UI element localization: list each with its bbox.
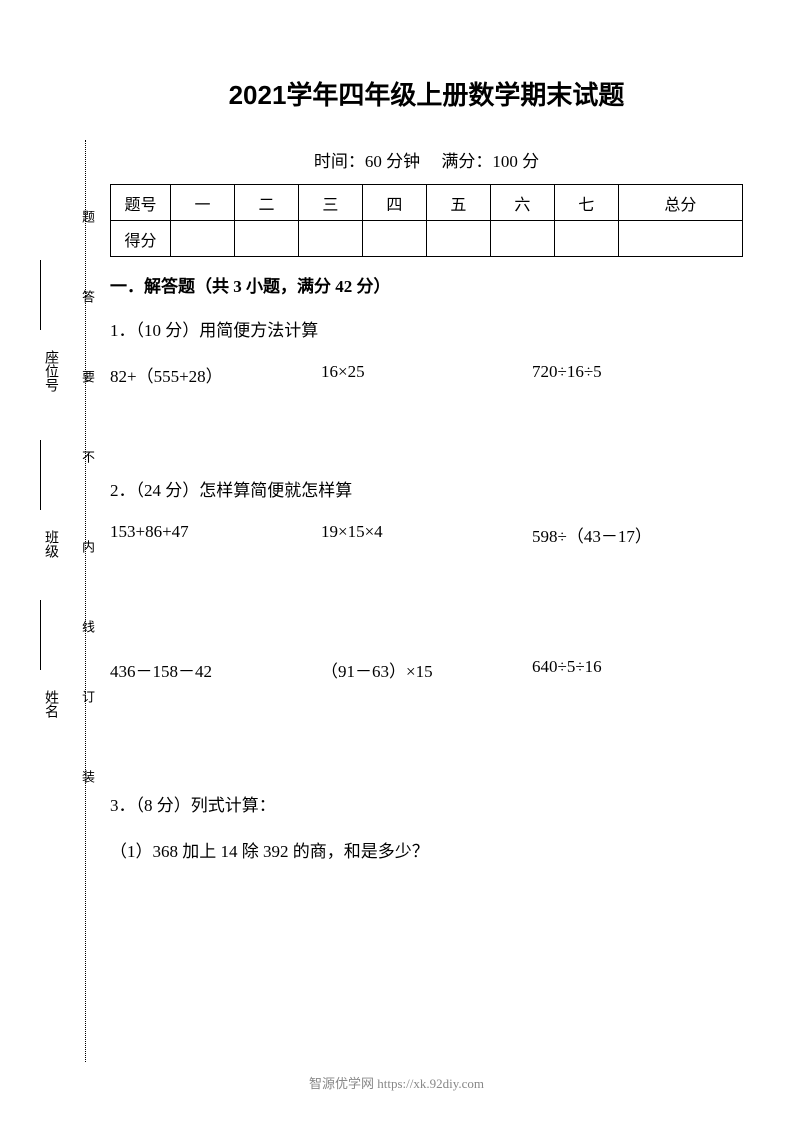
subtitle: 时间：60 分钟 满分：100 分 — [110, 147, 743, 172]
equation: 153+86+47 — [110, 522, 321, 547]
table-cell[interactable] — [426, 221, 490, 257]
dotted-char: 装 — [78, 770, 97, 783]
section-title: 一．解答题（共 3 小题，满分 42 分） — [110, 272, 743, 297]
table-header: 总分 — [618, 185, 742, 221]
equation-row: 153+86+47 19×15×4 598÷（43－17） — [110, 522, 743, 547]
dotted-char: 答 — [78, 290, 97, 303]
table-header: 六 — [490, 185, 554, 221]
equation-row: 436－158－42 （91－63）×15 640÷5÷16 — [110, 657, 743, 682]
dotted-char: 内 — [78, 540, 97, 553]
equation: 19×15×4 — [321, 522, 532, 547]
footer-text: 智源优学网 https://xk.92diy.com — [0, 1073, 793, 1092]
equation: 436－158－42 — [110, 657, 321, 682]
question-prompt: 3．（8 分）列式计算： — [110, 792, 743, 819]
time-info: 时间：60 分钟 — [314, 152, 420, 171]
binding-margin: 姓名 班级 座位号 — [30, 140, 90, 1062]
table-cell[interactable] — [362, 221, 426, 257]
question-prompt: 2．（24 分）怎样算简便就怎样算 — [110, 477, 743, 504]
table-cell[interactable] — [171, 221, 235, 257]
margin-underline — [40, 600, 41, 670]
question-prompt: 1．（10 分）用简便方法计算 — [110, 317, 743, 344]
table-cell[interactable] — [234, 221, 298, 257]
dotted-char: 题 — [78, 210, 97, 223]
main-content: 2021学年四年级上册数学期末试题 时间：60 分钟 满分：100 分 题号 一… — [110, 75, 743, 883]
margin-label-class: 班级 — [40, 530, 60, 558]
table-header: 三 — [298, 185, 362, 221]
table-header: 四 — [362, 185, 426, 221]
equation-row: 82+（555+28） 16×25 720÷16÷5 — [110, 362, 743, 387]
table-header: 一 — [171, 185, 235, 221]
table-cell[interactable] — [618, 221, 742, 257]
table-row: 得分 — [111, 221, 743, 257]
equation: 598÷（43－17） — [532, 522, 743, 547]
score-table: 题号 一 二 三 四 五 六 七 总分 得分 — [110, 184, 743, 257]
margin-label-seat: 座位号 — [40, 350, 60, 392]
margin-underline — [40, 440, 41, 510]
table-header: 五 — [426, 185, 490, 221]
dotted-char: 订 — [78, 690, 97, 703]
dotted-char: 不 — [78, 450, 97, 463]
table-cell[interactable] — [298, 221, 362, 257]
table-header: 七 — [554, 185, 618, 221]
dotted-binding-line — [85, 140, 86, 1062]
table-header: 题号 — [111, 185, 171, 221]
margin-underline — [40, 260, 41, 330]
table-cell: 得分 — [111, 221, 171, 257]
sub-question: （1）368 加上 14 除 392 的商，和是多少？ — [110, 838, 743, 865]
table-cell[interactable] — [554, 221, 618, 257]
margin-label-name: 姓名 — [40, 690, 60, 718]
equation: 640÷5÷16 — [532, 657, 743, 682]
equation: 16×25 — [321, 362, 532, 387]
table-row: 题号 一 二 三 四 五 六 七 总分 — [111, 185, 743, 221]
table-header: 二 — [234, 185, 298, 221]
table-cell[interactable] — [490, 221, 554, 257]
dotted-char: 要 — [78, 370, 97, 383]
equation: 720÷16÷5 — [532, 362, 743, 387]
equation: 82+（555+28） — [110, 362, 321, 387]
equation: （91－63）×15 — [321, 657, 532, 682]
score-info: 满分：100 分 — [441, 152, 539, 171]
page-title: 2021学年四年级上册数学期末试题 — [110, 75, 743, 112]
dotted-char: 线 — [78, 620, 97, 633]
